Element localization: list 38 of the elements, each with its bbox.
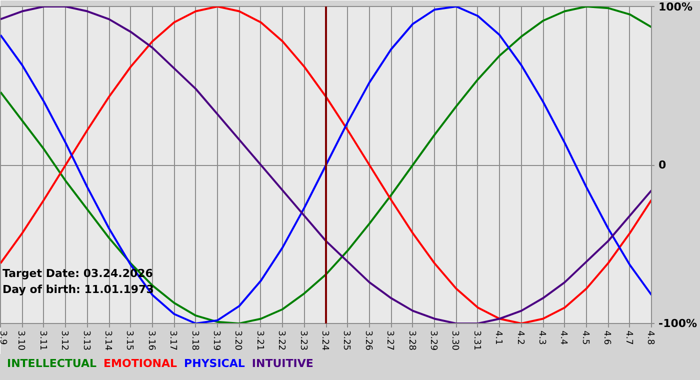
y-tick-label: -100% (658, 317, 698, 330)
x-tick-label: 3.31 (471, 330, 482, 351)
x-tick-label: 3.16 (146, 330, 156, 351)
y-tick-label: 100% (658, 0, 692, 14)
x-tick-label: 4.5 (580, 330, 590, 345)
x-tick-label: 4.2 (514, 330, 525, 345)
x-tick-label: 3.21 (254, 330, 264, 351)
x-tick-label: 3.25 (341, 330, 352, 351)
text: INTUITIVE (252, 357, 314, 370)
x-tick-label: 4.8 (645, 330, 655, 346)
x-tick-label: 3.10 (16, 330, 26, 351)
x-tick-label: 3.27 (384, 330, 395, 351)
text: INTELLECTUAL (7, 357, 97, 370)
x-tick-label: 3.30 (450, 330, 460, 351)
x-tick-label: 3.17 (168, 330, 178, 351)
x-tick-label: 3.13 (80, 330, 91, 351)
y-tick-label: 0 (658, 158, 666, 172)
text: PHYSICAL (184, 357, 245, 370)
x-tick-label: 3.19 (211, 330, 221, 351)
x-tick-label: 3.11 (37, 330, 48, 351)
x-tick-label: 3.9 (0, 330, 8, 346)
x-tick-label: 4.7 (623, 330, 634, 345)
x-tick-label: 3.26 (362, 330, 373, 351)
x-tick-label: 3.23 (298, 330, 308, 351)
x-tick-label: 3.24 (320, 330, 330, 351)
x-tick-label: 4.1 (493, 330, 504, 345)
x-tick-label: 3.29 (428, 330, 438, 351)
text: EMOTIONAL (104, 357, 178, 370)
x-tick-label: 3.22 (276, 330, 286, 351)
x-tick-label: 3.28 (406, 330, 416, 351)
x-tick-label: 3.15 (124, 330, 134, 351)
x-tick-label: 4.6 (602, 330, 612, 346)
x-tick-label: 3.12 (59, 330, 70, 351)
x-tick-label: 4.3 (536, 330, 546, 345)
x-tick-label: 3.14 (102, 330, 112, 351)
x-tick-label: 4.4 (558, 330, 568, 346)
x-tick-label: 3.18 (189, 330, 200, 351)
x-tick-label: 3.20 (232, 330, 243, 351)
